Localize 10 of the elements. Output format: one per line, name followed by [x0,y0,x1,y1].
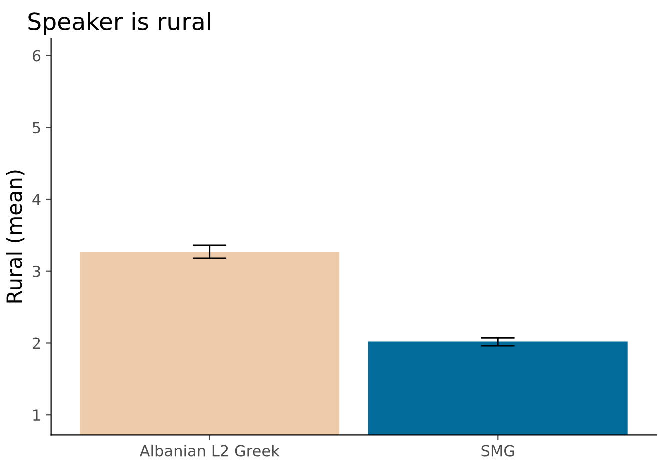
y-tick-label: 2 [33,338,40,350]
y-tick-label: 3 [33,266,40,278]
y-tick-label: 1 [34,410,40,421]
y-tick-label: 4 [32,194,41,206]
y-axis-title: Rural (mean) [6,170,25,303]
x-tick-label: Albanian L2 Greek [140,444,280,457]
y-tick-label: 6 [32,50,41,62]
chart-title: Speaker is rural [28,12,210,36]
y-tick-label: 5 [33,122,40,134]
x-tick-label: SMG [482,445,514,457]
